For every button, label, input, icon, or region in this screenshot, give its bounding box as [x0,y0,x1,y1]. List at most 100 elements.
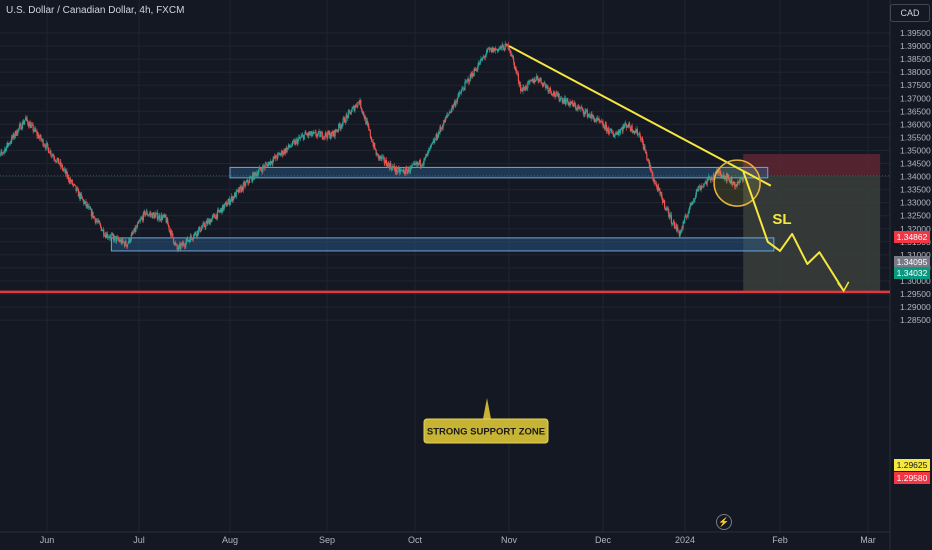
candle-body [296,139,298,145]
candle-body [698,186,700,191]
candle-body [84,201,86,203]
x-tick-label: Oct [408,535,423,545]
candle-body [516,71,518,74]
candle-body [332,133,334,136]
candle-body [578,106,581,109]
candle-body [357,102,359,107]
candle-body [596,117,598,121]
y-tick-label: 1.31000 [900,250,931,260]
candle-body [475,69,477,71]
candle-body [318,131,320,133]
candle-body [361,109,363,113]
candle-body [621,128,623,132]
candle-body [197,230,199,235]
candle-body [350,112,352,115]
candle-body [672,221,674,224]
candle-body [203,222,205,227]
candle-body [617,131,620,136]
candle-body [527,81,529,89]
candle-body [600,121,602,123]
candle-body [344,117,346,123]
candle-body [181,242,183,246]
candle-body [157,218,159,220]
candle-body [531,80,533,82]
candle-body [70,179,72,183]
candle-body [622,125,624,132]
candle-body [81,196,83,200]
y-tick-label: 1.37500 [900,80,931,90]
candle-body [414,163,416,164]
candle-body [724,177,726,179]
candle-body [510,53,512,57]
candle-body [709,176,711,181]
candle-body [487,48,490,50]
candle-body [411,165,413,167]
candle-body [255,173,258,177]
candle-body [248,178,251,184]
candle-body [432,140,434,143]
candle-body [120,239,122,244]
candle-body [642,142,645,150]
candle-body [119,240,121,242]
candle-body [404,168,407,174]
candle-body [548,90,550,92]
candle-body [83,200,85,204]
candle-body [585,110,587,112]
candle-body [186,238,189,242]
candle-body [338,123,340,131]
breakout-circle [713,159,761,207]
candle-body [133,227,135,233]
candle-body [525,85,527,89]
candle-body [175,242,177,245]
candle-body [663,200,666,208]
candle-body [12,133,14,138]
candle-body [354,107,356,111]
candle-body [666,207,668,210]
take-profit-area [743,175,881,291]
candle-body [8,143,10,146]
candle-body [333,130,335,137]
candle-body [578,106,580,108]
candle-body [374,148,377,150]
currency-button[interactable]: CAD [890,4,930,22]
candle-body [589,116,592,119]
candle-body [164,214,167,218]
candle-body [230,199,232,203]
candle-body [370,136,372,139]
candle-body [493,48,496,51]
candle-body [47,144,49,148]
candle-body [346,115,348,116]
candle-body [163,214,165,217]
candle-body [592,115,594,117]
candle-body [707,178,709,180]
candle-body [206,220,208,225]
candle-body [437,132,440,138]
candle-body [280,150,283,154]
candle-body [352,106,354,108]
candle-body [233,196,235,199]
candle-body [1,152,4,154]
candle-body [278,153,280,154]
candle-body [223,205,225,210]
candle-body [524,85,527,91]
candle-body [245,181,247,183]
candle-body [319,131,321,137]
candle-body [572,103,574,107]
lightning-icon[interactable]: ⚡ [716,514,732,530]
candle-body [96,220,98,222]
candle-body [49,150,51,154]
candle-body [210,220,212,223]
candle-body [306,134,308,136]
candle-body [700,187,702,190]
candle-body [310,131,312,136]
candle-body [534,79,536,82]
candle-body [515,66,517,72]
x-tick-label: Dec [595,535,612,545]
candle-body [246,179,248,182]
candle-body [201,227,203,229]
candle-body [113,236,115,241]
candle-body [30,124,32,129]
candle-body [303,134,305,140]
candle-body [37,134,39,136]
